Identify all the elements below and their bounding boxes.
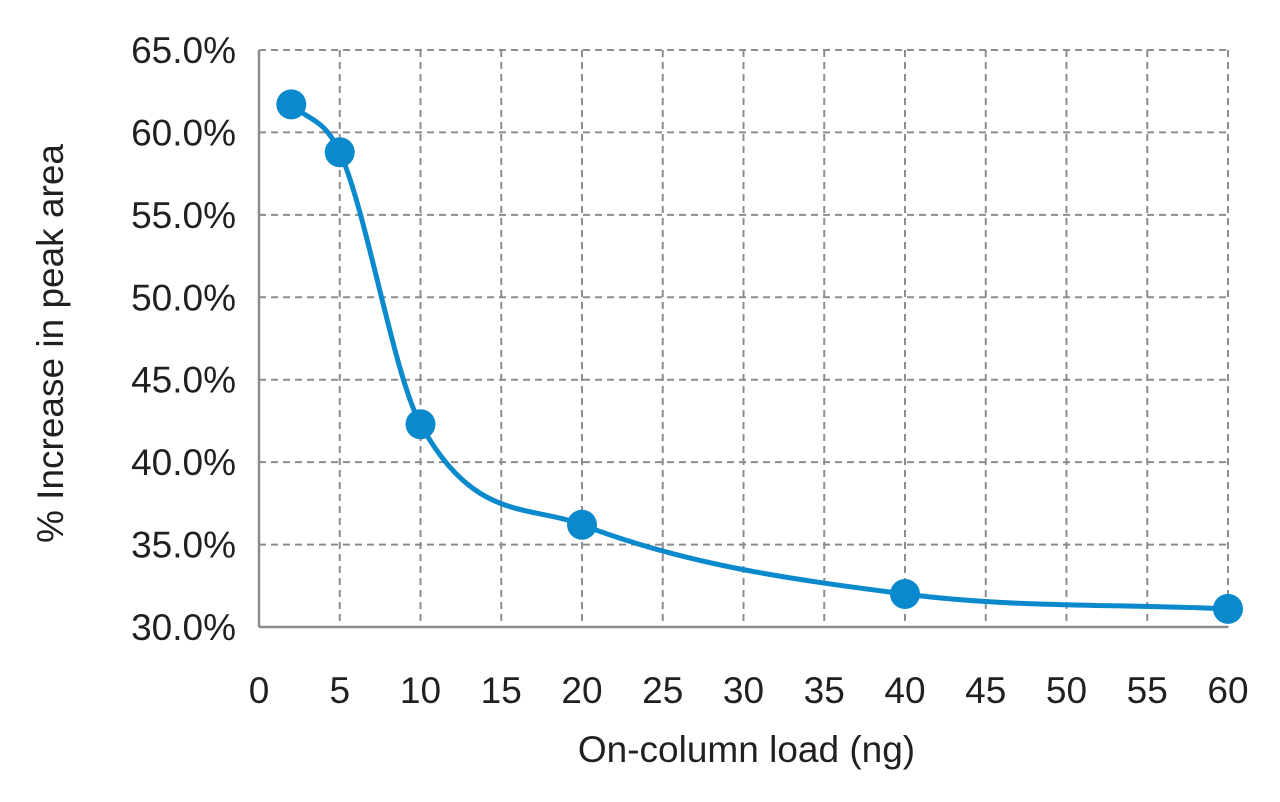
x-tick-label: 45 [965,670,1006,711]
y-tick-label: 30.0% [131,607,236,648]
y-tick-label: 35.0% [131,525,236,566]
x-tick-label: 25 [642,670,683,711]
x-tick-label: 50 [1046,670,1087,711]
series-line [288,101,1231,612]
y-tick-label: 65.0% [131,30,236,71]
data-point [405,409,436,440]
x-tick-label: 5 [329,670,350,711]
x-tick-label: 0 [249,670,270,711]
data-point [276,89,307,120]
y-axis-title: % Increase in peak area [30,144,71,543]
x-tick-label: 40 [884,670,925,711]
x-tick-label: 30 [723,670,764,711]
y-tick-label: 55.0% [131,195,236,236]
y-tick-label: 45.0% [131,360,236,401]
x-axis-tick-labels: 0 5 10 15 20 25 30 35 40 45 50 55 60 [249,670,1249,711]
data-point [324,137,355,168]
x-tick-label: 15 [481,670,522,711]
data-point [890,579,920,610]
data-point [567,509,597,540]
x-axis-title: On-column load (ng) [578,729,915,770]
y-tick-label: 50.0% [131,277,236,318]
y-axis-tick-labels: 30.0% 35.0% 40.0% 45.0% 50.0% 55.0% 60.0% 65.0% [131,30,236,648]
x-tick-label: 20 [561,670,602,711]
x-tick-label: 10 [400,670,441,711]
x-tick-label: 60 [1207,670,1248,711]
y-tick-label: 60.0% [131,112,236,153]
x-tick-label: 55 [1127,670,1168,711]
data-point [1213,593,1243,624]
grid [259,49,1229,627]
x-tick-label: 35 [804,670,845,711]
y-tick-label: 40.0% [131,442,236,483]
data-series [276,89,1243,624]
axes [257,50,1228,629]
